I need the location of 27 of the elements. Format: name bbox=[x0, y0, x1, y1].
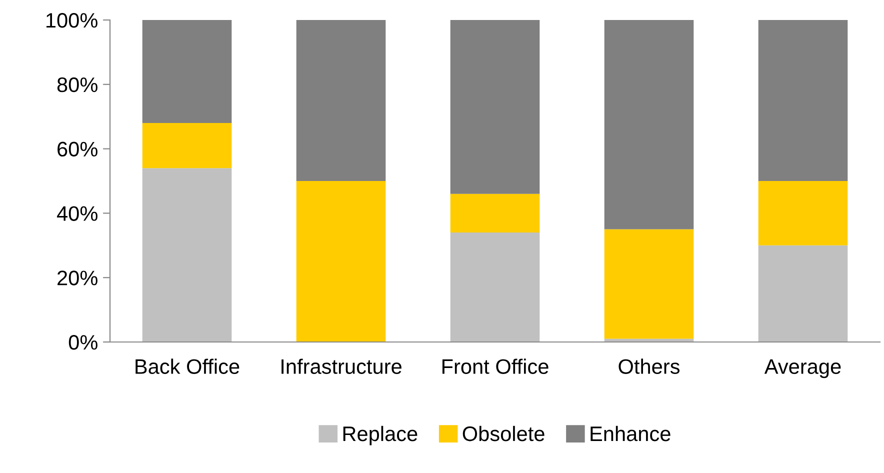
bar bbox=[296, 181, 386, 342]
legend-label: Enhance bbox=[590, 426, 670, 442]
x-tick-label: Average bbox=[764, 359, 841, 378]
y-tick-label: 80% bbox=[57, 77, 98, 92]
bar bbox=[450, 232, 540, 342]
bar bbox=[142, 168, 232, 342]
x-tick-label: Front Office bbox=[442, 358, 548, 374]
bar bbox=[758, 245, 848, 342]
bar bbox=[758, 20, 848, 181]
bar bbox=[142, 123, 232, 168]
bar bbox=[142, 20, 232, 124]
bar bbox=[758, 181, 848, 246]
y-tick-label: 20% bbox=[58, 270, 98, 286]
x-tick-label: Others bbox=[618, 358, 680, 374]
x-tick-label: Infrastructure bbox=[282, 358, 402, 374]
y-tick-label: 60% bbox=[58, 142, 98, 157]
x-tick-label: Back Office bbox=[136, 358, 240, 374]
bar bbox=[604, 229, 694, 339]
bar bbox=[450, 20, 540, 194]
bar bbox=[604, 20, 694, 230]
y-tick-label: 40% bbox=[56, 206, 98, 221]
bar bbox=[296, 20, 386, 181]
y-tick-label: 0% bbox=[68, 335, 98, 350]
bar bbox=[450, 194, 540, 233]
legend-label: Replace bbox=[343, 426, 418, 446]
legend-label: Obsolete bbox=[462, 426, 544, 442]
y-tick-label: 100% bbox=[46, 13, 98, 28]
